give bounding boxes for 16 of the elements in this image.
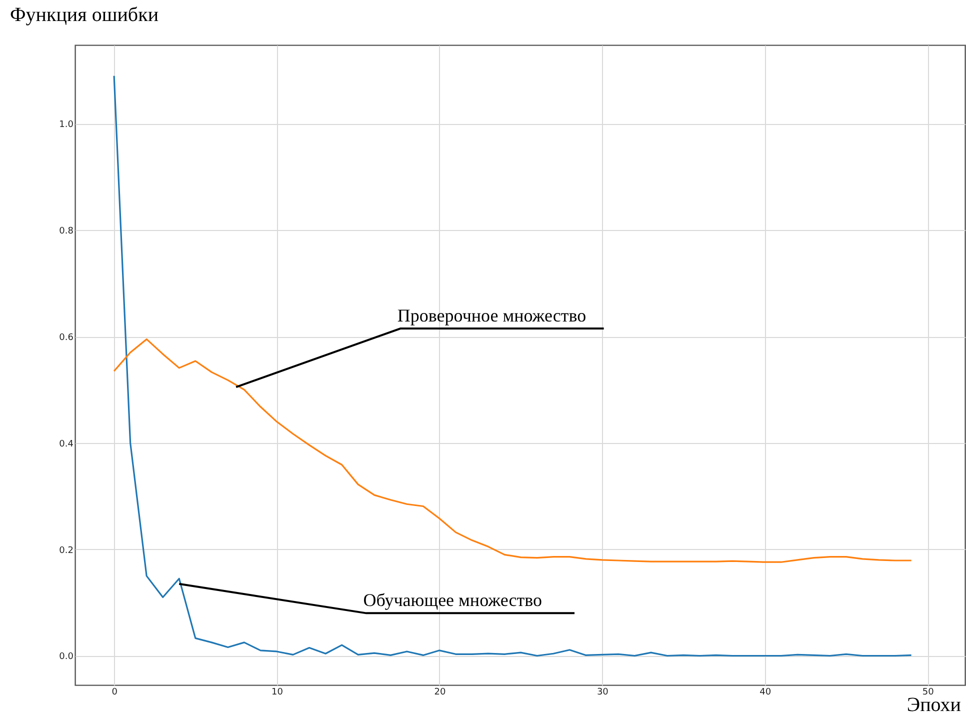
line-series: [113, 338, 912, 563]
line-series: [113, 75, 912, 657]
y-tick-label: 0.4: [59, 439, 74, 450]
x-tick-label: 10: [272, 688, 284, 698]
x-tick-label: 20: [434, 688, 446, 698]
annotation: Обучающее множество: [363, 590, 542, 610]
annotation: Проверочное множество: [397, 306, 586, 326]
y-axis-title: Функция ошибки: [10, 4, 159, 26]
y-tick-label: 0.6: [59, 333, 74, 344]
x-tick-label: 0: [112, 688, 118, 698]
y-tick-label: 0.0: [59, 652, 74, 662]
y-tick-label: 0.2: [59, 546, 74, 556]
x-tick-label: 30: [596, 688, 609, 698]
y-tick-label: 1.0: [59, 120, 74, 130]
y-tick-label: 0.8: [59, 226, 74, 237]
x-tick-label: 40: [760, 688, 772, 698]
